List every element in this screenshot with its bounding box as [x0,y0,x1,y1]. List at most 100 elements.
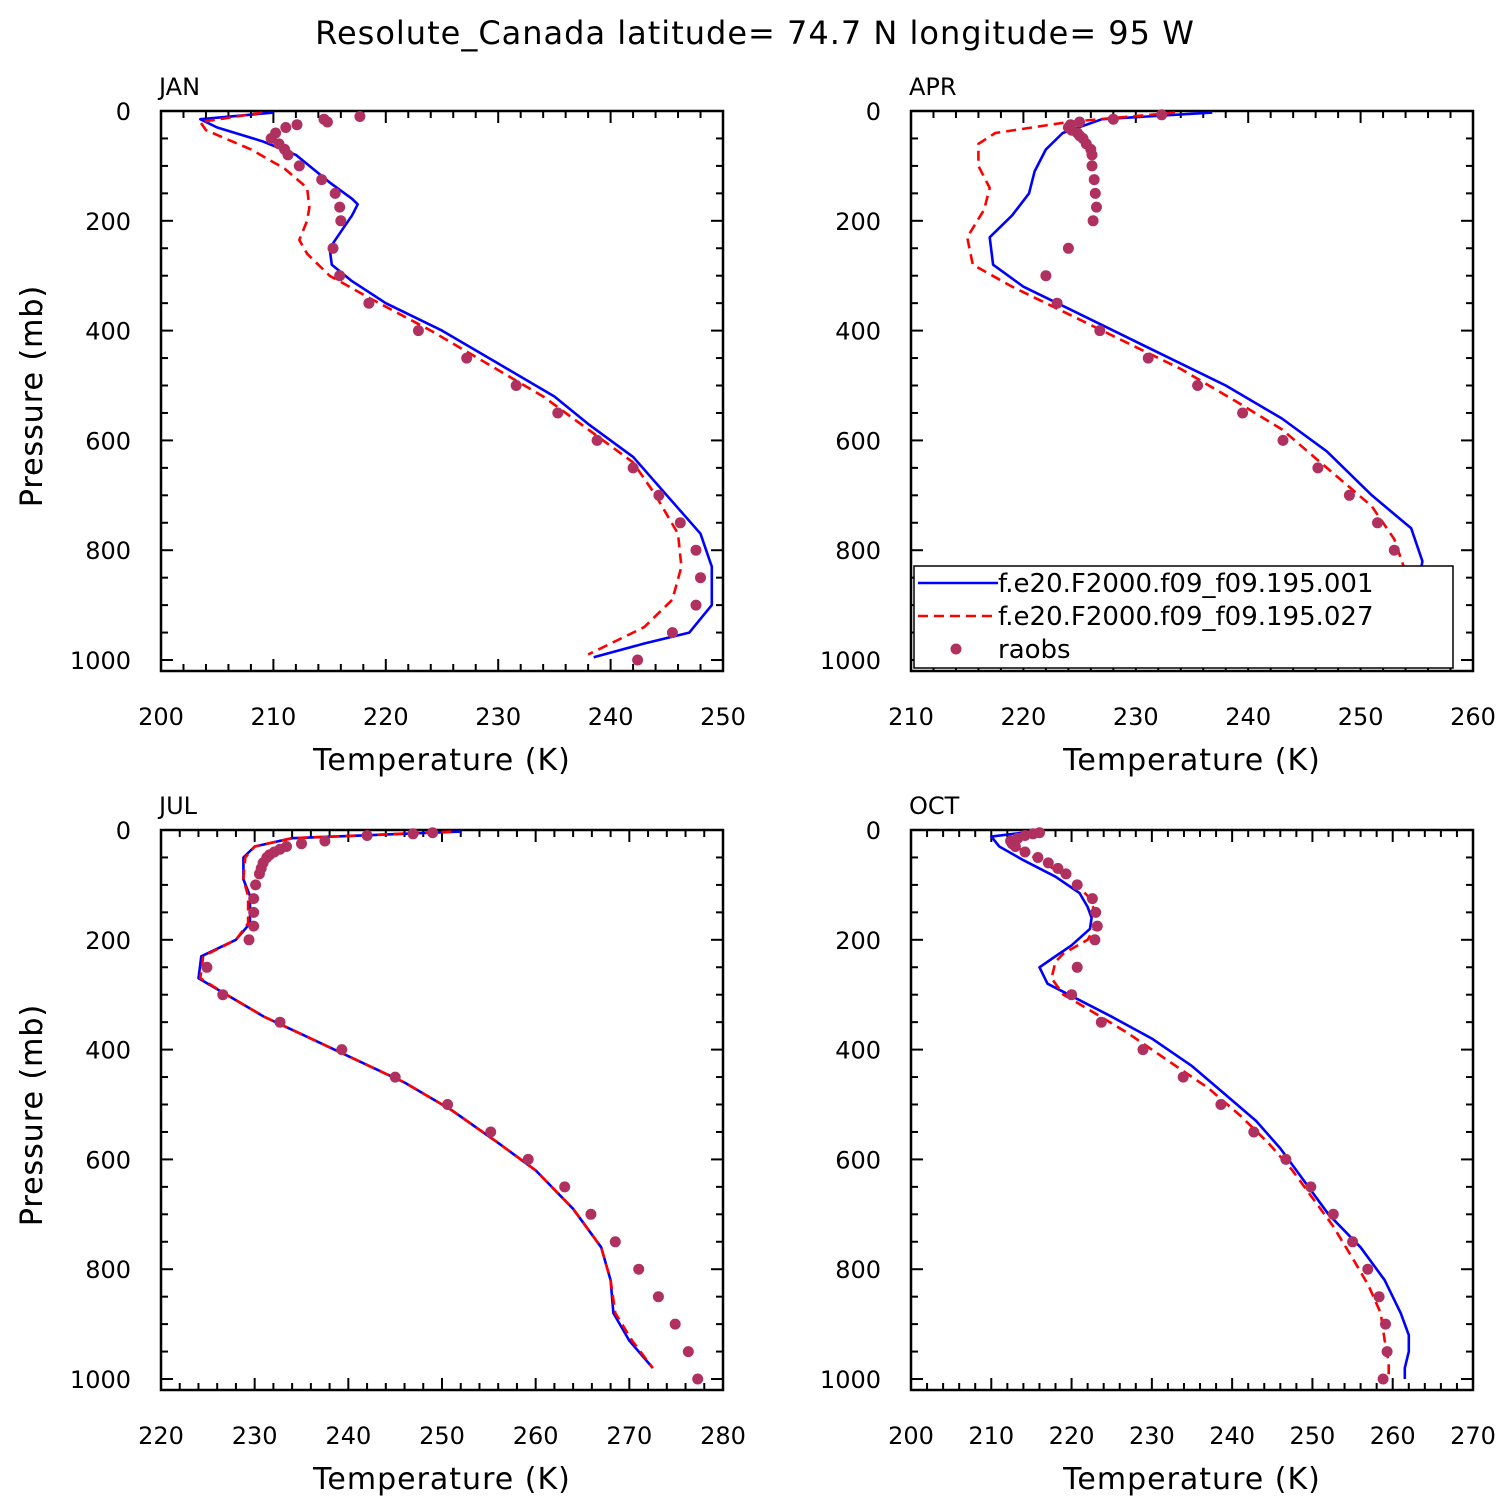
raobs-point [1071,961,1083,973]
x-tick-label: 250 [1338,703,1384,731]
raobs-point [1089,187,1101,199]
legend-label: f.e20.F2000.f09_f09.195.027 [998,602,1374,632]
y-axis-label: Pressure (mb) [15,285,50,507]
raobs-point [1062,242,1074,254]
raobs-point [552,407,564,419]
series-line-195-001 [990,830,1411,1379]
series-line-195-027 [1006,830,1390,1379]
x-tick-label: 200 [138,703,184,731]
x-tick-label: 210 [250,703,296,731]
x-tick-label: 200 [888,1422,934,1450]
raobs-point [559,1181,571,1193]
raobs-point [1052,862,1064,874]
raobs-point [1377,1373,1389,1385]
raobs-point [335,215,347,227]
raobs-point [1327,1208,1339,1220]
y-axis-label: Pressure (mb) [15,1004,50,1226]
raobs-point [354,111,366,122]
raobs-point [1089,934,1101,946]
raobs-point [248,920,260,932]
x-tick-label: 260 [1450,703,1496,731]
raobs-point [1091,920,1103,932]
x-tick-label: 240 [588,703,634,731]
raobs-point [334,201,346,213]
raobs-point [1312,462,1324,474]
raobs-point [1088,174,1100,186]
x-tick-label: 240 [1209,1422,1255,1450]
y-tick-label: 1000 [820,1366,881,1394]
raobs-point [201,961,213,973]
raobs-point [633,1263,645,1275]
x-tick-label: 220 [363,703,409,731]
x-tick-label: 280 [700,1422,746,1450]
x-tick-label: 230 [475,703,521,731]
y-tick-label: 400 [85,318,131,346]
raobs-point [1040,270,1052,282]
x-tick-label: 220 [1000,703,1046,731]
raobs-point [296,838,307,850]
raobs-point [674,517,686,529]
y-tick-label: 200 [85,208,131,236]
raobs-point [427,827,439,839]
raobs-point [1277,434,1289,446]
x-tick-label: 260 [1370,1422,1416,1450]
y-tick-label: 0 [116,98,131,126]
legend-box [913,565,1454,669]
y-tick-label: 400 [85,1037,131,1065]
raobs-point [1051,297,1063,309]
plot-frame [909,828,1475,1392]
x-tick-label: 230 [232,1422,278,1450]
x-tick-label: 230 [1113,703,1159,731]
raobs-point [243,934,255,946]
panel-title-jul: JUL [157,792,198,820]
raobs-point [319,835,331,847]
y-tick-label: 800 [85,537,131,565]
plot-frame [159,828,725,1392]
raobs-point [248,893,260,905]
raobs-point [1086,160,1098,172]
y-tick-label: 1000 [70,1366,131,1394]
raobs-point [1094,325,1106,337]
raobs-point [1373,1291,1385,1303]
raobs-point [329,187,341,199]
y-tick-label: 400 [835,318,881,346]
y-tick-label: 600 [85,427,131,455]
panel-title-jan: JAN [157,73,200,101]
raobs-point [334,270,346,282]
y-tick-label: 200 [85,927,131,955]
legend-label: f.e20.F2000.f09_f09.195.001 [998,569,1374,599]
series-line-195-001 [199,111,714,659]
raobs-point [461,352,473,364]
raobs-point [1032,852,1044,863]
raobs-point [327,242,339,254]
raobs-point [1347,1236,1359,1248]
x-tick-label: 250 [419,1422,465,1450]
raobs-point [248,906,260,918]
y-axis-label: Pressure (mb) [15,1004,50,1226]
raobs-point [1248,1126,1260,1138]
raobs-point [1095,1016,1107,1028]
raobs-point [1372,517,1383,529]
raobs-point [653,489,665,501]
plot-frame [909,109,1475,673]
raobs-point [652,1291,664,1303]
x-axis-label: Temperature (K) [312,743,571,778]
panel-apr: APR 210 220 230 240 250 260 0 200 400 600 800 1000 Te… [15,73,1496,778]
x-tick-label: 250 [700,703,746,731]
x-tick-label: 250 [1290,1422,1336,1450]
panel-jan: JAN 200 210 220 230 240 250 0 200 400 600 800 1000 Te… [15,73,746,778]
panel-title-oct: OCT [909,792,960,820]
y-tick-label: 0 [116,817,131,845]
y-tick-label: 0 [866,98,881,126]
raobs-point [442,1099,454,1110]
raobs-point [293,160,305,172]
raobs-point [1192,380,1204,391]
figure-title: Resolute_Canada latitude= 74.7 N longitu… [315,14,1195,52]
raobs-point [336,1044,348,1056]
raobs-point [1090,906,1102,918]
raobs-point [690,544,702,556]
y-tick-label: 1000 [820,647,881,675]
raobs-point [1388,544,1400,556]
raobs-point [321,116,333,128]
